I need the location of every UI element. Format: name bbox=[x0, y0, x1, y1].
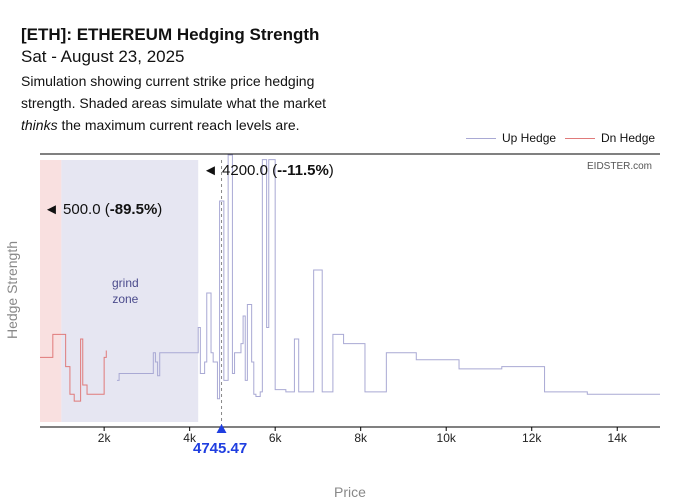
lower-pct: -89.5% bbox=[109, 201, 158, 218]
x-tick-label: 6k bbox=[269, 431, 283, 445]
grind-line-2: zone bbox=[112, 292, 139, 306]
upper-price: 4200.0 bbox=[222, 162, 268, 179]
x-tick-label: 8k bbox=[354, 431, 368, 445]
grind-line-1: grind bbox=[112, 276, 139, 290]
desc-emphasis: thinks bbox=[21, 117, 58, 133]
lower-price: 500.0 bbox=[63, 201, 101, 218]
x-tick-label: 12k bbox=[522, 431, 542, 445]
upper-pct: -11.5% bbox=[282, 162, 329, 179]
x-tick-label: 14k bbox=[608, 431, 628, 445]
lower-arrow: ◄ bbox=[44, 201, 59, 218]
legend-up-hedge: Up Hedge bbox=[466, 131, 556, 145]
grind-zone-label: grind zone bbox=[112, 275, 139, 307]
up-hedge-series bbox=[116, 154, 660, 400]
up-hedge-swatch bbox=[466, 137, 496, 139]
chart-title: [ETH]: ETHEREUM Hedging Strength bbox=[21, 25, 320, 44]
chart-date: Sat - August 23, 2025 bbox=[21, 47, 185, 66]
x-tick-label: 10k bbox=[437, 431, 457, 445]
desc-part-2: the maximum current reach levels are. bbox=[57, 117, 300, 133]
dn-hedge-series bbox=[40, 333, 107, 402]
legend-dn-hedge: Dn Hedge bbox=[565, 131, 655, 145]
desc-part-1: Simulation showing current strike price … bbox=[21, 73, 327, 111]
current-price-marker bbox=[216, 424, 227, 433]
upper-arrow: ◄ bbox=[203, 162, 218, 179]
upper-reach-annotation: ◄ 4200.0 (--11.5%) bbox=[203, 162, 334, 179]
x-tick-label: 4k bbox=[183, 431, 197, 445]
y-axis-label: Hedge Strength bbox=[4, 240, 20, 340]
current-price-label: 4745.47 bbox=[193, 440, 248, 457]
legend-label-dn: Dn Hedge bbox=[601, 131, 656, 145]
dn-zone-shade bbox=[40, 160, 62, 422]
lower-reach-annotation: ◄ 500.0 (-89.5%) bbox=[44, 201, 163, 218]
chart-description: Simulation showing current strike price … bbox=[21, 70, 351, 136]
x-tick-label: 2k bbox=[98, 431, 112, 445]
grind-zone-shade bbox=[61, 160, 199, 422]
x-axis-label: Price bbox=[334, 484, 366, 500]
legend-label-up: Up Hedge bbox=[502, 131, 557, 145]
watermark: EIDSTER.com bbox=[587, 161, 653, 172]
dn-hedge-swatch bbox=[565, 137, 595, 139]
